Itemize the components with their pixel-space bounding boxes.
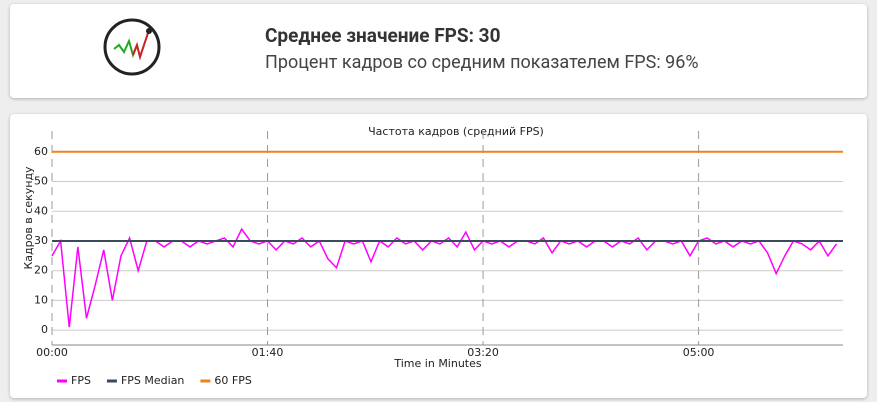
y-tick-label: 60 xyxy=(34,145,48,158)
y-tick-label: 10 xyxy=(34,293,48,306)
x-axis-label: Time in Minutes xyxy=(393,357,482,370)
x-tick-label: 03:20 xyxy=(467,346,499,359)
y-tick-label: 40 xyxy=(34,204,48,217)
chart-title: Частота кадров (средний FPS) xyxy=(368,125,544,138)
legend-label: 60 FPS xyxy=(214,374,251,387)
x-tick-label: 01:40 xyxy=(252,346,284,359)
summary-card: Среднее значение FPS: 30 Процент кадров … xyxy=(10,4,867,98)
y-tick-label: 50 xyxy=(34,175,48,188)
legend-label: FPS Median xyxy=(121,374,184,387)
y-tick-label: 30 xyxy=(34,234,48,247)
y-axis-label: Кадров в секунду xyxy=(22,166,35,270)
average-fps: Среднее значение FPS: 30 xyxy=(265,24,501,47)
chart-card xyxy=(10,114,867,398)
fps-percent: Процент кадров со средним показателем FP… xyxy=(265,52,699,73)
y-tick-label: 0 xyxy=(41,323,48,336)
fps-icon xyxy=(103,18,161,76)
x-tick-label: 00:00 xyxy=(36,346,68,359)
x-tick-label: 05:00 xyxy=(683,346,715,359)
y-tick-label: 20 xyxy=(34,264,48,277)
legend-label: FPS xyxy=(71,374,91,387)
series-line xyxy=(51,227,838,328)
